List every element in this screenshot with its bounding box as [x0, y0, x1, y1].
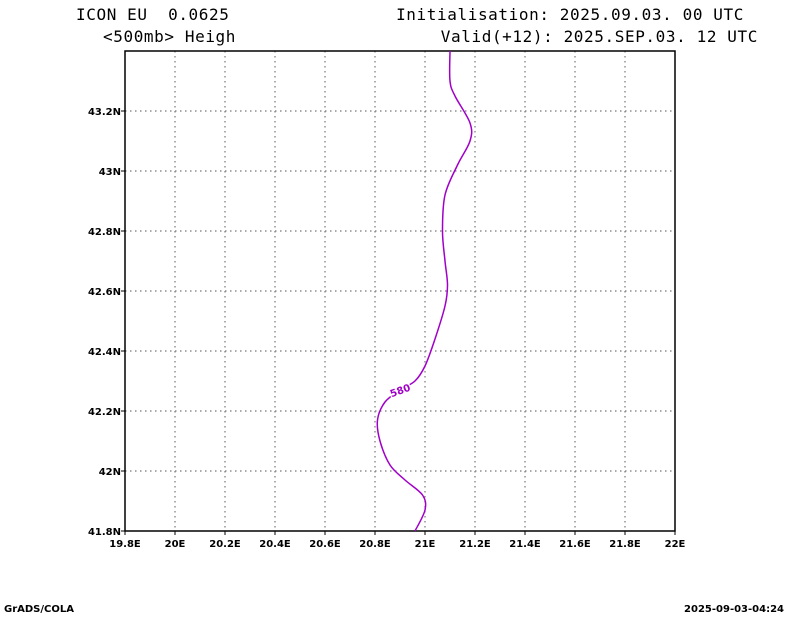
valid-time: Valid(+12): 2025.SEP.03. 12 UTC — [440, 27, 758, 46]
y-tick-label: 42.6N — [88, 287, 121, 298]
model-title: ICON EU 0.0625 — [76, 5, 230, 24]
y-tick-label: 42.4N — [88, 347, 121, 358]
x-tick-label: 19.8E — [109, 539, 141, 550]
axis-ticks: 19.8E 20E 20.2E 20.4E 20.6E 20.8E 21E 21.2E 21.4… — [88, 107, 686, 550]
variable-title: <500mb> Heigh — [103, 27, 237, 46]
y-tick-label: 42.2N — [88, 407, 121, 418]
x-tick-label: 22E — [665, 539, 686, 550]
contour-label-bg — [387, 380, 413, 400]
x-tick-label: 21.2E — [459, 539, 491, 550]
y-tick-label: 43.2N — [88, 107, 121, 118]
x-tick-label: 21E — [415, 539, 436, 550]
x-tick-label: 20.6E — [309, 539, 341, 550]
y-tick-label: 41.8N — [88, 527, 121, 538]
y-tick-label: 42N — [99, 467, 121, 478]
x-tick-label: 21.6E — [559, 539, 591, 550]
contour-line-580 — [376, 50, 473, 532]
x-tick-label: 21.4E — [509, 539, 541, 550]
contour-label: 580 — [389, 383, 412, 400]
plot-frame — [124, 50, 676, 532]
init-time: Initialisation: 2025.09.03. 00 UTC — [396, 5, 744, 24]
y-tick-label: 43N — [99, 167, 121, 178]
x-tick-label: 20E — [165, 539, 186, 550]
grid-lines — [125, 51, 675, 531]
footer-right: 2025-09-03-04:24 — [684, 604, 784, 615]
x-tick-label: 20.8E — [359, 539, 391, 550]
y-tick-label: 42.8N — [88, 227, 121, 238]
footer-left: GrADS/COLA — [4, 604, 74, 615]
x-tick-label: 20.4E — [259, 539, 291, 550]
x-tick-label: 20.2E — [209, 539, 241, 550]
x-tick-label: 21.8E — [609, 539, 641, 550]
